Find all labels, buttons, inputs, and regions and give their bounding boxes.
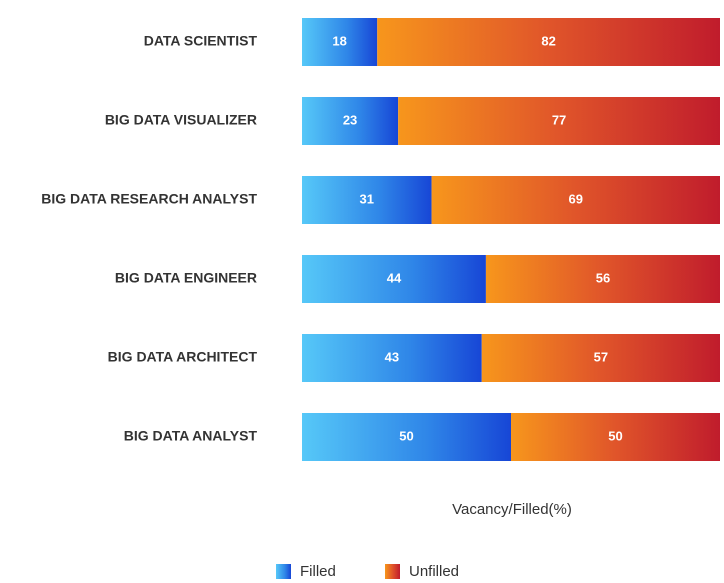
value-label: 23 [343,112,357,127]
value-label: 82 [541,33,555,48]
value-label: 18 [332,33,346,48]
category-label: BIG DATA VISUALIZER [105,112,257,128]
legend-swatch [385,564,400,579]
category-label: BIG DATA ENGINEER [115,270,257,286]
value-label: 43 [385,349,399,364]
value-label: 56 [596,270,610,285]
category-label: DATA SCIENTIST [144,33,258,49]
category-label: BIG DATA ANALYST [124,428,258,444]
legend-label: Unfilled [409,563,459,580]
bar-segment [511,413,720,461]
category-label: BIG DATA RESEARCH ANALYST [41,191,257,207]
bar-segment [302,413,511,461]
axis-label: Vacancy/Filled(%) [452,501,572,518]
bar-segment [302,334,482,382]
value-label: 50 [399,428,413,443]
bar-segment [431,176,720,224]
bar-segment [302,176,432,224]
legend-label: Filled [300,563,336,580]
bar-segment [485,255,720,303]
value-label: 77 [552,112,566,127]
bar-segment [398,97,720,145]
value-label: 69 [569,191,583,206]
bar-segment [302,97,399,145]
bar-segment [302,18,378,66]
legend-swatch [276,564,291,579]
value-label: 57 [594,349,608,364]
bar-segment [302,255,486,303]
value-label: 50 [608,428,622,443]
bar-segment [377,18,720,66]
bar-segment [481,334,720,382]
category-label: BIG DATA ARCHITECT [108,349,258,365]
value-label: 31 [360,191,374,206]
value-label: 44 [387,270,402,285]
